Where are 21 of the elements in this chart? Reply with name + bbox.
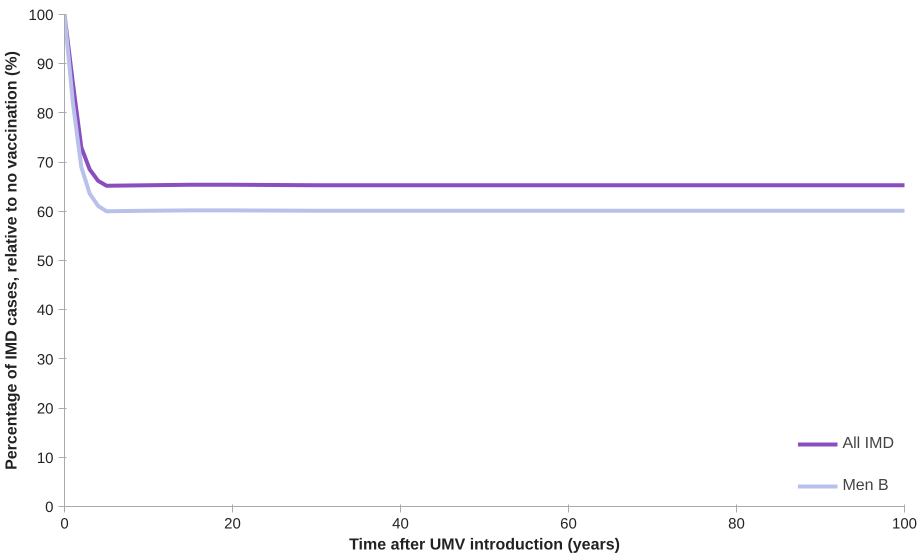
y-tick-label: 0	[45, 499, 54, 516]
y-tick-label: 60	[36, 204, 54, 221]
x-tick-label: 80	[728, 516, 745, 532]
y-tick-label: 90	[36, 56, 54, 74]
y-tick-label: 10	[36, 450, 54, 467]
y-axis-title: Percentage of IMD cases, relative to no vaccination (%)	[3, 51, 20, 470]
legend-label: All IMD	[842, 435, 894, 453]
x-tick-label: 20	[224, 516, 241, 532]
x-axis-title: Time after UMV introduction (years)	[349, 536, 620, 554]
x-tick-label: 0	[60, 516, 69, 532]
y-tick-label: 80	[36, 105, 54, 122]
x-tick-label: 60	[560, 516, 577, 532]
y-tick-label: 40	[36, 302, 54, 320]
y-tick-label: 20	[36, 400, 54, 418]
y-tick-label: 30	[36, 351, 54, 368]
y-tick-label: 50	[36, 253, 54, 270]
legend-label: Men B	[842, 477, 889, 495]
x-tick-label: 40	[392, 516, 409, 532]
x-tick-label: 100	[892, 516, 918, 532]
y-tick-label: 100	[28, 7, 54, 24]
y-tick-label: 70	[36, 154, 54, 172]
